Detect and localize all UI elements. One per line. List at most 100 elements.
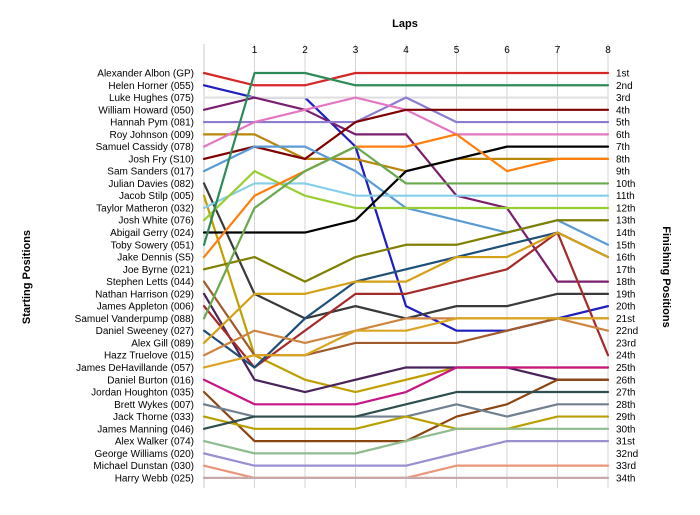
label-layer: Alexander Albon (GP)Helen Horner (055)Lu…	[75, 69, 639, 485]
finishing-position-label: 8th	[616, 154, 630, 165]
series-line	[202, 108, 610, 160]
grid-layer: 1 2 3 4 5 6 7 8	[203, 44, 611, 488]
finishing-position-label: 14th	[616, 228, 635, 239]
series-line	[202, 317, 610, 369]
starting-position-label: Julian Davies (082)	[108, 179, 194, 190]
starting-position-label: Abigail Gerry (024)	[110, 228, 194, 239]
starting-position-label: James Manning (046)	[97, 424, 194, 435]
finishing-position-label: 12th	[616, 203, 635, 214]
finishing-position-label: 26th	[616, 375, 635, 386]
starting-position-label: Alex Walker (074)	[115, 437, 194, 448]
finishing-position-label: 33rd	[616, 461, 636, 472]
starting-position-label: Hannah Pym (081)	[110, 118, 194, 129]
finishing-position-label: 28th	[616, 400, 635, 411]
starting-position-label: Brett Wykes (007)	[114, 400, 194, 411]
finishing-position-label: 6th	[616, 130, 630, 141]
finishing-position-label: 25th	[616, 363, 635, 374]
series-line	[202, 96, 610, 283]
starting-position-label: Josh White (076)	[118, 216, 194, 227]
finishing-position-label: 27th	[616, 388, 635, 399]
x-tick-label: 4	[403, 45, 409, 56]
starting-position-label: Josh Fry (S10)	[128, 154, 194, 165]
starting-position-label: William Howard (050)	[98, 105, 194, 116]
starting-position-label: Roy Johnson (009)	[110, 130, 195, 141]
series-line	[202, 292, 610, 394]
starting-position-label: Hazz Truelove (015)	[104, 351, 194, 362]
series-line	[202, 440, 610, 467]
starting-position-label: Sam Sanders (017)	[107, 167, 194, 178]
starting-position-label: Daniel Sweeney (027)	[96, 326, 194, 337]
finishing-position-label: 31st	[616, 437, 635, 448]
x-tick-label: 8	[605, 45, 611, 56]
starting-position-label: Alexander Albon (GP)	[97, 69, 194, 80]
series-line	[202, 231, 610, 345]
x-tick-label: 3	[353, 45, 359, 56]
x-tick-label: 5	[454, 45, 460, 56]
finishing-position-label: 3rd	[616, 93, 630, 104]
starting-position-label: Taylor Matheron (032)	[96, 203, 194, 214]
x-axis-title: Laps	[392, 18, 418, 30]
x-tick-label: 2	[302, 45, 308, 56]
finishing-position-label: 21st	[616, 314, 635, 325]
starting-position-label: Samuel Cassidy (078)	[96, 142, 194, 153]
y-axis-title-left: Starting Positions	[21, 230, 33, 324]
series-line	[202, 170, 610, 222]
series-line	[202, 145, 610, 234]
starting-position-label: James DeHavillande (057)	[76, 363, 194, 374]
finishing-position-label: 1st	[616, 69, 630, 80]
finishing-position-label: 30th	[616, 424, 635, 435]
x-tick-label: 1	[252, 45, 258, 56]
series-line	[202, 231, 610, 369]
x-tick-label: 7	[555, 45, 561, 56]
finishing-position-label: 23rd	[616, 338, 636, 349]
x-tick-label: 6	[504, 45, 510, 56]
starting-position-label: Jordan Houghton (035)	[91, 388, 194, 399]
finishing-position-label: 19th	[616, 289, 635, 300]
starting-position-label: Joe Byrne (021)	[123, 265, 194, 276]
finishing-position-label: 32nd	[616, 449, 638, 460]
finishing-position-label: 7th	[616, 142, 630, 153]
series-line	[202, 133, 610, 259]
finishing-position-label: 5th	[616, 118, 630, 129]
starting-position-label: Alex Gill (089)	[131, 338, 194, 349]
finishing-position-label: 13th	[616, 216, 635, 227]
series-line	[202, 366, 610, 406]
starting-position-label: Harry Webb (025)	[115, 473, 194, 484]
starting-position-label: Daniel Burton (016)	[107, 375, 194, 386]
series-line	[202, 96, 610, 124]
starting-position-label: James Appleton (006)	[97, 302, 194, 313]
series-line	[202, 390, 610, 430]
finishing-position-label: 9th	[616, 167, 630, 178]
finishing-position-label: 15th	[616, 240, 635, 251]
series-line	[202, 71, 610, 246]
y-axis-title-right: Finishing Positions	[660, 226, 672, 327]
series-line	[202, 145, 610, 320]
finishing-position-label: 16th	[616, 253, 635, 264]
starting-position-label: Jake Dennis (S5)	[117, 253, 194, 264]
finishing-position-label: 29th	[616, 412, 635, 423]
starting-position-label: George Williams (020)	[95, 449, 194, 460]
series-line	[202, 71, 610, 87]
finishing-position-label: 4th	[616, 105, 630, 116]
series-layer	[202, 71, 610, 480]
series-line	[202, 415, 610, 430]
starting-position-label: Stephen Letts (044)	[106, 277, 194, 288]
series-line	[202, 182, 610, 210]
finishing-position-label: 11th	[616, 191, 635, 202]
finishing-position-label: 10th	[616, 179, 635, 190]
series-line	[202, 219, 610, 283]
finishing-position-label: 34th	[616, 473, 635, 484]
finishing-position-label: 17th	[616, 265, 635, 276]
starting-position-label: Toby Sowery (051)	[111, 240, 194, 251]
starting-position-label: Jacob Stilp (005)	[119, 191, 194, 202]
starting-position-label: Luke Hughes (075)	[109, 93, 194, 104]
starting-position-label: Nathan Harrison (029)	[95, 289, 194, 300]
series-line	[202, 427, 610, 455]
starting-position-label: Michael Dunstan (030)	[93, 461, 194, 472]
finishing-position-label: 18th	[616, 277, 635, 288]
starting-position-label: Jack Thorne (033)	[113, 412, 194, 423]
finishing-position-label: 2nd	[616, 81, 633, 92]
finishing-position-label: 24th	[616, 351, 635, 362]
